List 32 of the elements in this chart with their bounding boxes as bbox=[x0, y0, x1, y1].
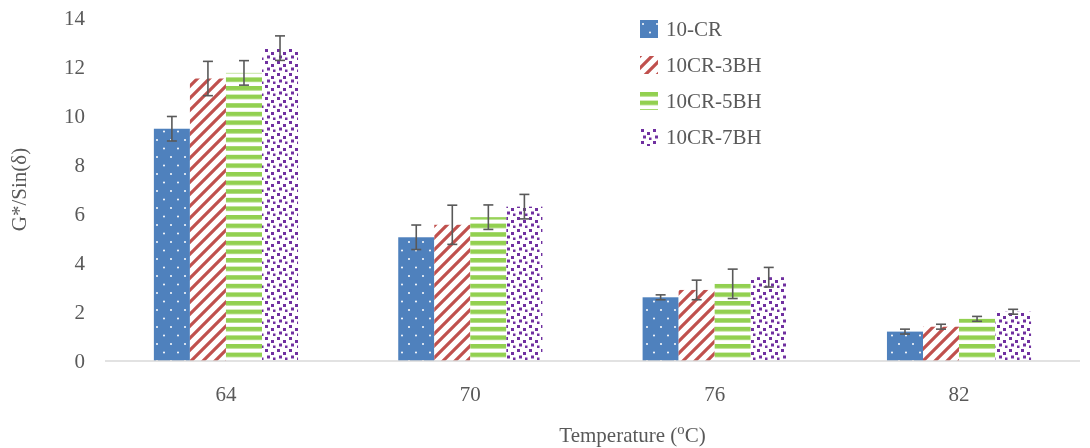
y-tick-label: 2 bbox=[74, 300, 85, 325]
bar bbox=[434, 224, 471, 361]
bar bbox=[886, 331, 923, 361]
x-tick-label: 64 bbox=[215, 382, 237, 406]
x-tick-label: 82 bbox=[948, 382, 970, 406]
legend-label: 10-CR bbox=[666, 17, 723, 42]
y-tick-label: 6 bbox=[74, 202, 85, 227]
y-tick-label: 8 bbox=[74, 153, 85, 178]
bar bbox=[189, 78, 226, 361]
y-tick-label: 10 bbox=[64, 104, 85, 129]
y-tick-label: 12 bbox=[64, 55, 85, 80]
x-tick-label: 70 bbox=[459, 382, 481, 406]
bar bbox=[642, 297, 679, 361]
legend-label: 10CR-5BH bbox=[666, 89, 762, 114]
bar bbox=[470, 217, 507, 361]
y-tick-label: 4 bbox=[74, 251, 86, 276]
bar bbox=[153, 128, 190, 361]
bar bbox=[678, 289, 715, 361]
bar bbox=[714, 283, 751, 361]
y-tick-label: 14 bbox=[64, 6, 86, 31]
legend-label: 10CR-3BH bbox=[666, 53, 762, 78]
y-tick-label: 0 bbox=[74, 349, 85, 374]
x-tick-label: 76 bbox=[704, 382, 726, 406]
legend-label: 10CR-7BH bbox=[666, 125, 762, 150]
y-axis-title: G*/Sin(δ) bbox=[7, 147, 31, 232]
bar bbox=[750, 277, 787, 361]
x-axis-title: Temperature ($^{o}$C) bbox=[559, 421, 706, 447]
bar bbox=[923, 326, 960, 361]
bar bbox=[995, 311, 1032, 361]
bar bbox=[398, 237, 435, 361]
bar bbox=[225, 72, 262, 361]
bar bbox=[959, 318, 996, 361]
